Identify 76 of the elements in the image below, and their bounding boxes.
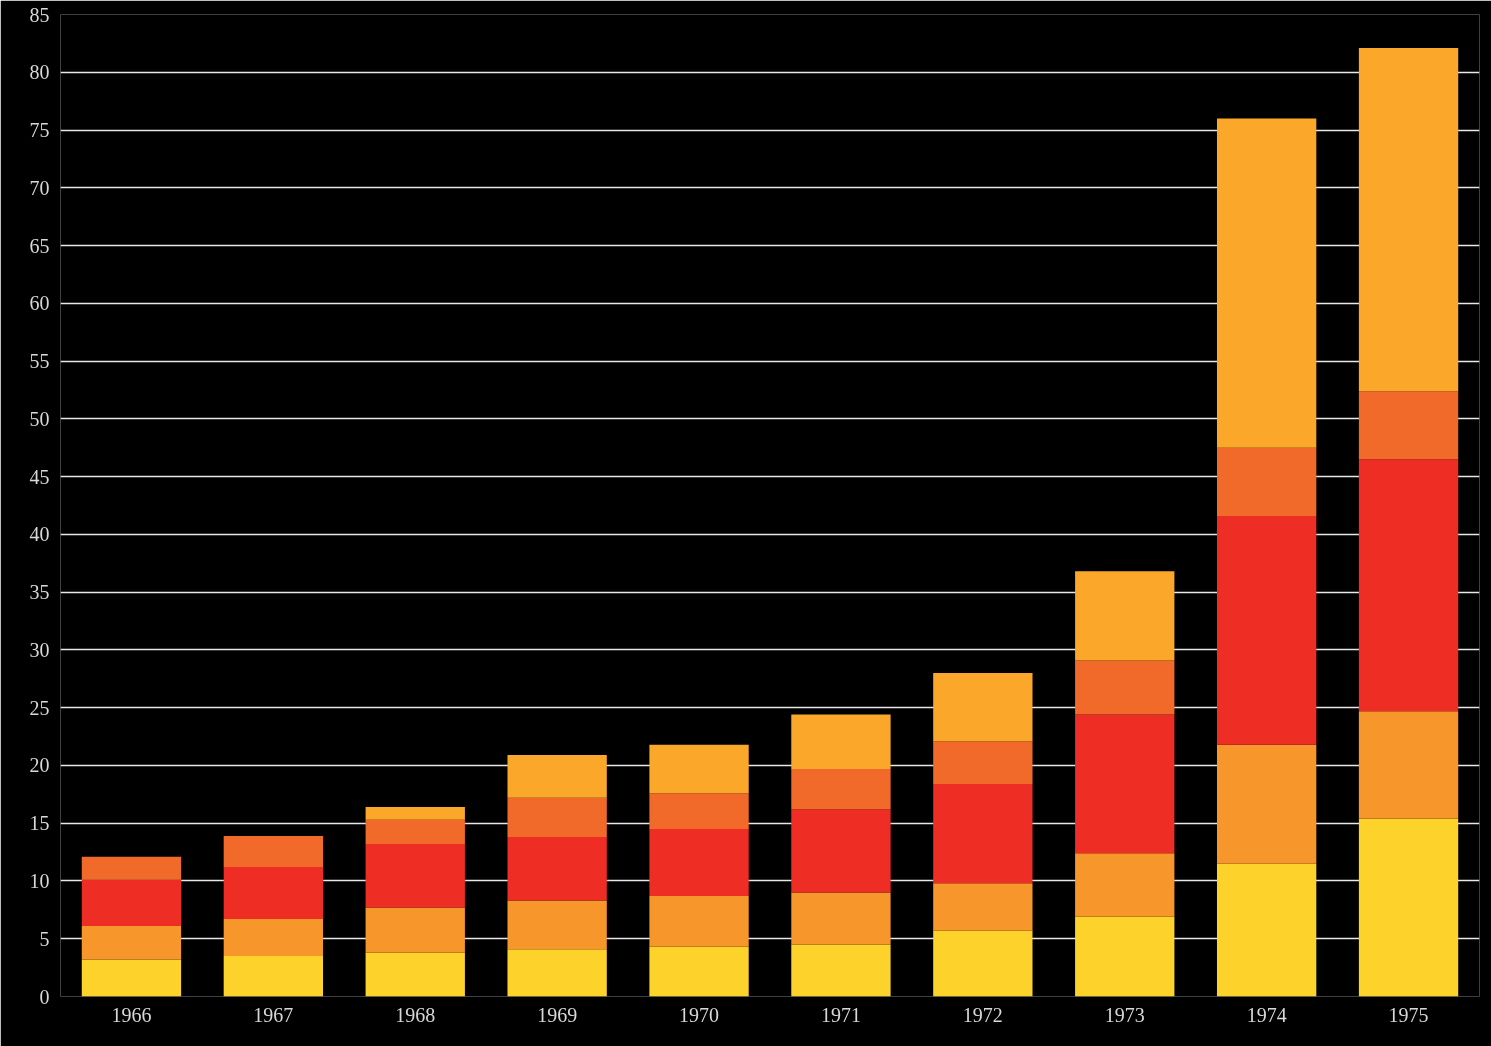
bar	[649, 946, 749, 997]
x-tick-label: 1974	[1246, 1003, 1287, 1026]
y-tick-label: 85	[29, 3, 50, 26]
y-tick-label: 50	[29, 407, 50, 430]
bar	[1358, 711, 1459, 819]
bar	[1075, 853, 1175, 917]
bar	[81, 959, 182, 997]
bar	[81, 926, 182, 960]
bar	[1216, 515, 1317, 745]
bar	[649, 744, 749, 794]
bar	[507, 797, 607, 838]
x-tick-label: 1975	[1388, 1003, 1429, 1026]
bar	[1216, 118, 1317, 448]
x-tick-label: 1968	[395, 1003, 436, 1026]
y-tick-label: 5	[39, 927, 50, 950]
bar	[1358, 48, 1459, 392]
y-tick-label: 30	[29, 638, 50, 661]
bar	[223, 919, 324, 957]
bar	[649, 793, 749, 829]
bar	[1075, 660, 1175, 715]
bar	[1358, 459, 1459, 712]
bar	[81, 879, 182, 927]
bar	[365, 907, 465, 953]
y-tick-label: 65	[29, 234, 50, 257]
bar	[933, 741, 1033, 784]
x-tick-label: 1969	[537, 1003, 578, 1026]
bar	[223, 956, 324, 997]
y-tick-label: 15	[29, 812, 50, 835]
y-tick-label: 55	[29, 350, 50, 373]
y-tick-label: 45	[29, 465, 50, 488]
bar	[223, 867, 324, 920]
bar	[1216, 447, 1317, 516]
bar	[1075, 571, 1175, 661]
bar	[507, 949, 607, 997]
bar	[791, 809, 891, 893]
bar	[791, 714, 891, 769]
x-tick-label: 1966	[111, 1003, 152, 1026]
x-tick-label: 1967	[253, 1003, 294, 1026]
bar	[649, 828, 749, 896]
bar	[791, 944, 891, 997]
bar	[365, 844, 465, 908]
bar	[1358, 391, 1459, 460]
bar	[1075, 714, 1175, 854]
y-tick-label: 25	[29, 696, 50, 719]
y-tick-label: 70	[29, 176, 50, 199]
bar	[933, 673, 1033, 742]
bar	[933, 883, 1033, 931]
bar	[81, 856, 182, 880]
x-tick-label: 1970	[679, 1003, 720, 1026]
y-tick-label: 0	[39, 985, 50, 1008]
y-tick-label: 80	[29, 61, 50, 84]
x-tick-label: 1973	[1104, 1003, 1145, 1026]
y-tick-label: 20	[29, 754, 50, 777]
bar	[507, 755, 607, 798]
bar	[1075, 916, 1175, 997]
bar	[649, 895, 749, 947]
bar	[933, 783, 1033, 884]
bar	[1358, 818, 1459, 997]
bar	[791, 892, 891, 945]
y-tick-label: 60	[29, 292, 50, 315]
bar	[507, 837, 607, 901]
y-tick-label: 75	[29, 119, 50, 142]
bar	[507, 900, 607, 950]
bar	[365, 807, 465, 820]
bar	[365, 819, 465, 844]
y-tick-label: 10	[29, 869, 50, 892]
y-tick-label: 35	[29, 581, 50, 604]
x-tick-label: 1972	[962, 1003, 1003, 1026]
bar	[223, 835, 324, 868]
bar	[933, 930, 1033, 997]
bar	[365, 952, 465, 997]
bar	[1216, 744, 1317, 864]
bar	[791, 768, 891, 810]
y-tick-label: 40	[29, 523, 50, 546]
x-tick-label: 1971	[820, 1003, 861, 1026]
bar	[1216, 863, 1317, 997]
